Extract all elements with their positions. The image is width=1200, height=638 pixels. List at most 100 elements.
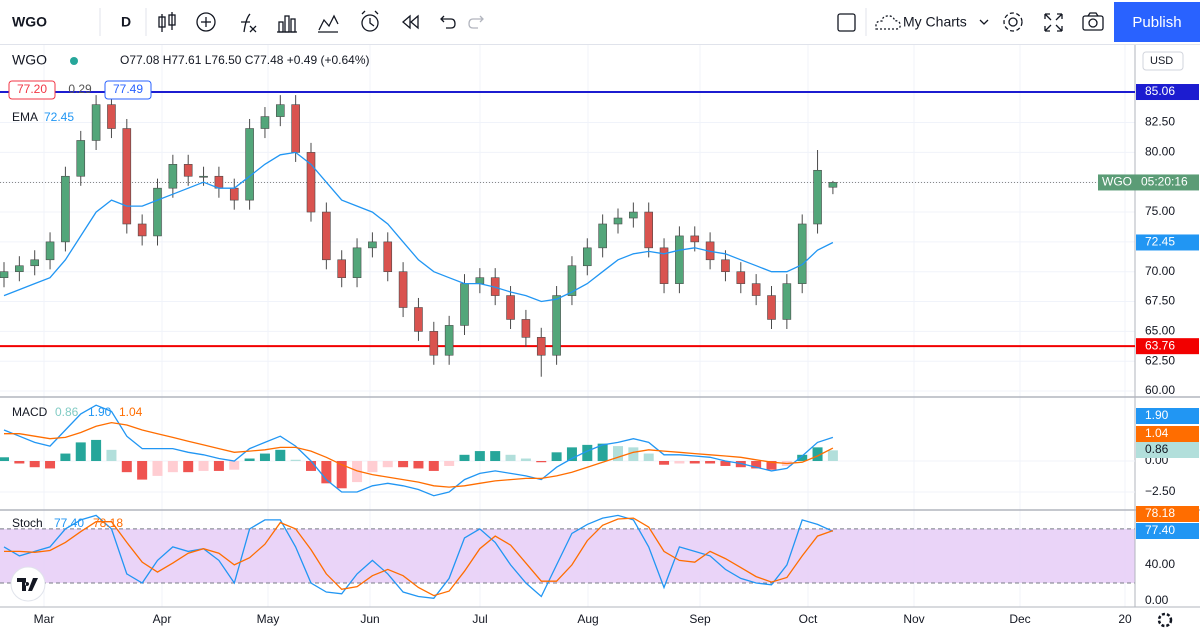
legend-symbol: WGO (12, 52, 47, 68)
candle-body (582, 247, 592, 267)
y-tick-label: 75.00 (1145, 204, 1175, 218)
macd-histogram-bar (705, 461, 716, 464)
compare-button[interactable] (318, 14, 339, 33)
macd-histogram-bar (582, 444, 593, 462)
candle-body (736, 271, 746, 284)
macd-histogram-bar (152, 461, 163, 476)
x-tick-label: Oct (799, 612, 818, 626)
ema-legend-name: EMA (12, 110, 38, 124)
indicators-button[interactable] (241, 13, 257, 33)
candle-body (30, 259, 40, 267)
macd-histogram-bar (75, 442, 86, 462)
candle-body (76, 140, 86, 177)
macd-histogram-bar (766, 461, 777, 470)
macd-histogram-bar (751, 461, 762, 469)
macd-histogram-bar (244, 458, 255, 462)
candle-body (552, 295, 561, 356)
last-price-box (1098, 174, 1199, 191)
candle-body (414, 307, 423, 332)
replay-button[interactable] (402, 14, 419, 30)
candle-body (460, 283, 469, 326)
y-tick-label: 60.00 (1145, 383, 1175, 397)
candle-body (506, 295, 515, 320)
snapshot-button[interactable] (1082, 12, 1104, 31)
candle-body (168, 164, 178, 189)
layout-button[interactable] (837, 13, 856, 32)
stoch-legend-name: Stoch (12, 516, 43, 530)
candle-body (91, 104, 101, 141)
legend-macd-box (1136, 408, 1199, 424)
candle-body (444, 325, 454, 356)
price-label-box (1136, 84, 1199, 101)
publish-button[interactable] (1114, 2, 1200, 42)
x-tick-label: Dec (1009, 612, 1030, 626)
x-tick-label: Apr (153, 612, 172, 626)
candle-body (644, 211, 654, 249)
y-tick-label: 62.50 (1145, 353, 1175, 367)
x-tick-label: Nov (903, 612, 924, 626)
ema-scale-label: 72.45 (1145, 235, 1175, 249)
x-tick-label: Jul (472, 612, 487, 626)
publish-label[interactable]: Publish (1132, 14, 1181, 31)
macd-histogram-bar (259, 453, 270, 462)
y-tick-label: 67.50 (1145, 294, 1175, 308)
stoch-band (0, 528, 1135, 583)
candle-body (352, 247, 362, 278)
candle-body (767, 295, 776, 320)
macd-histogram-bar (720, 461, 731, 466)
alert-button[interactable] (361, 10, 379, 32)
macd-histogram-bar (444, 461, 455, 466)
stoch-k-line (3, 514, 834, 599)
macd-histogram-bar (628, 447, 639, 462)
candle-body (122, 128, 132, 225)
my-charts-button[interactable]: My Charts (903, 14, 967, 30)
candle-body (797, 223, 807, 284)
ema-label-box (1136, 234, 1199, 251)
signal-line (4, 421, 834, 488)
macd-legend-name: MACD (12, 405, 48, 419)
templates-button[interactable] (277, 15, 297, 33)
candle-body (45, 241, 55, 261)
x-tick-label: Jun (360, 612, 379, 626)
stoch-legend-k: 77.40 (54, 516, 84, 530)
indicators-add-button[interactable] (196, 12, 216, 32)
candle-body (337, 259, 347, 278)
last-symbol: WGO (1102, 175, 1132, 189)
toolbar-bg (0, 0, 1200, 44)
settings-button[interactable] (1003, 12, 1023, 32)
candle-body (0, 271, 9, 278)
macd-histogram-bar (536, 461, 547, 463)
candle-body (199, 175, 208, 178)
macd-histogram-bar (474, 451, 485, 462)
macd-histogram-bar (428, 461, 439, 471)
x-tick-label: Sep (689, 612, 711, 626)
symbol-button[interactable]: WGO (12, 14, 47, 30)
chart-area: 60.0062.5065.0067.5070.0072.5075.0077.50… (0, 45, 1200, 628)
y-tick-label: 65.00 (1145, 324, 1175, 338)
macd-histogram-bar (106, 449, 117, 462)
macd-histogram-bar (198, 461, 209, 471)
bar-style-button[interactable] (158, 12, 176, 32)
undo-button[interactable] (440, 15, 456, 29)
macd-histogram-bar (797, 454, 808, 462)
candle-body (229, 187, 239, 201)
candle-body (322, 211, 331, 261)
macd-histogram-bar (336, 461, 347, 489)
macd-histogram-bar (659, 461, 670, 465)
interval-button[interactable]: D (121, 14, 131, 30)
candle-body (15, 265, 24, 273)
fullscreen-button[interactable] (1044, 13, 1063, 32)
candle-body (751, 283, 761, 296)
macd-histogram-bar (398, 461, 409, 468)
chevron[interactable] (979, 19, 989, 25)
macd-histogram-bar (137, 461, 148, 480)
candle-body (183, 164, 193, 177)
macd-histogram-bar (413, 461, 424, 469)
candle-body (153, 187, 162, 237)
redo-button[interactable] (468, 15, 484, 29)
macd-histogram-bar (827, 450, 838, 462)
candle-body (782, 283, 792, 320)
macd-histogram-bar (183, 461, 194, 473)
legend-hist-box (1136, 442, 1199, 458)
candle-body (659, 247, 669, 284)
